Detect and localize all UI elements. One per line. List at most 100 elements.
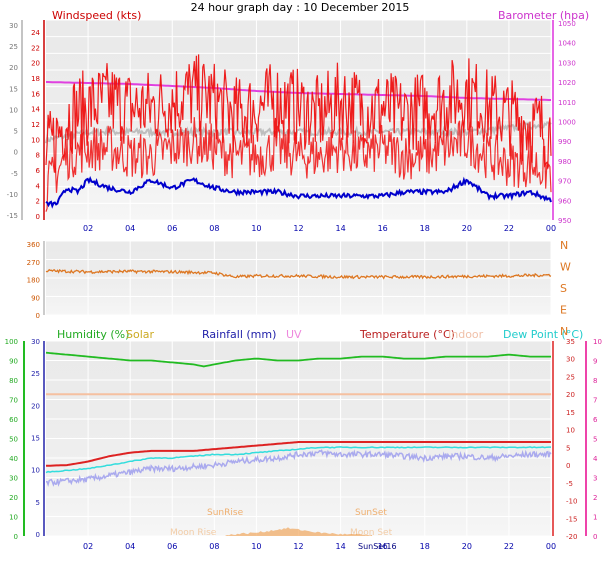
temp-tick-label: 15 [566,409,575,417]
baro-tick-label: 1010 [558,99,576,107]
compass-label: N [560,325,568,338]
temp-tick-label: 25 [566,373,575,381]
wind-inner-tick-label: 20 [31,60,40,68]
wind-inner-tick-label: 14 [31,106,40,114]
wind-inner-tick-label: 18 [31,75,40,83]
wind-x-tick-label: 16 [378,224,388,233]
rain-tick-label: 15 [31,435,40,443]
humidity-tick-label: 0 [14,533,18,541]
sunset-annotation: SunSet [355,508,387,518]
rain-tick-label: 5 [36,499,40,507]
temp-x-tick-label: 10 [251,542,261,551]
direction-ticks: 360 270 180 90 0 [27,241,40,320]
humidity-tick-label: 20 [9,494,18,502]
baro-ticks: 1050 1040 1030 1020 1010 1000 990 980 970 960 950 [558,20,576,225]
temp-tick-label: 5 [566,444,570,452]
temp-ticks: 35 30 25 20 15 10 5 0 -5 -10 -15 -20 [566,338,577,541]
page-title: 24 hour graph day : 10 December 2015 [191,1,410,14]
baro-tick-label: 1030 [558,59,576,67]
temp-tick-label: 35 [566,338,575,346]
sunset-16-annotation: SunSet16 [358,542,397,551]
temp-tick-label: 0 [566,462,570,470]
uv-tick-label: 4 [593,455,598,463]
temp-x-tick-label: 02 [83,542,93,551]
temp-x-tick-label: 20 [462,542,472,551]
series-direction [45,268,552,280]
rain-tick-label: 0 [36,531,40,539]
wind-x-tick-label: 10 [251,224,261,233]
direction-tick-label: 90 [31,294,40,302]
direction-series [45,268,552,280]
direction-tick-label: 270 [27,259,40,267]
wind-inner-tick-label: 24 [31,29,40,37]
wind-x-tick-label: 08 [209,224,219,233]
series-grey_line [45,121,552,144]
baro-tick-label: 1040 [558,40,576,48]
temp-series [45,351,552,536]
wind-inner-tick-label: 16 [31,90,40,98]
series-temperature [45,441,551,467]
temp-x-ticks: 02 04 06 08 10 12 14 16 18 20 22 00 [83,542,556,551]
temp-tick-label: -10 [566,498,577,506]
direction-tick-label: 360 [27,241,40,249]
compass-label: E [560,304,567,317]
humidity-tick-label: 70 [9,397,18,405]
wind-x-tick-label: 00 [546,224,556,233]
uv-tick-label: 3 [593,475,597,483]
wind-outer-tick-label: 15 [9,85,18,93]
uv-tick-label: 9 [593,358,597,366]
series-average [45,117,552,212]
humidity-tick-label: 100 [5,338,18,346]
compass-label: S [560,282,567,295]
wind-x-tick-label: 20 [462,224,472,233]
baro-tick-label: 950 [558,217,571,225]
temp-tick-label: 20 [566,391,575,399]
temp-tick-label: -15 [566,515,577,523]
temp-tick-label: -5 [566,480,573,488]
uv-tick-label: 10 [593,338,602,346]
series-blue_line [45,176,552,209]
wind-outer-tick-label: 5 [14,128,18,136]
series-dewpoint [45,446,551,474]
rain-tick-label: 30 [31,338,40,346]
wind-x-tick-label: 06 [167,224,177,233]
moonset-annotation: Moon Set [350,528,393,538]
wind-x-tick-label: 02 [83,224,93,233]
moonrise-annotation: Moon Rise [170,528,217,538]
rain-ticks: 30 25 20 15 10 5 0 [31,338,40,539]
series-humidity [45,351,551,368]
temp-grid [46,340,552,537]
uv-tick-label: 8 [593,377,597,385]
wind-inner-tick-label: 6 [36,167,41,175]
humidity-tick-label: 60 [9,416,18,424]
rainfall-label: Rainfall (mm) [202,328,276,341]
temp-x-tick-label: 06 [167,542,177,551]
humidity-tick-label: 50 [9,436,18,444]
sunrise-annotation: SunRise [207,508,244,518]
humidity-label: Humidity (%) [57,328,129,341]
temp-tick-label: -20 [566,533,577,541]
temp-x-tick-label: 16 [378,542,388,551]
wind-outer-ticks: 30 25 20 15 10 5 0 -5 -10 -15 [7,22,18,220]
uv-tick-label: 0 [593,533,597,541]
uv-tick-label: 2 [593,494,597,502]
wind-outer-tick-label: 0 [14,149,18,157]
temp-x-tick-label: 12 [293,542,303,551]
baro-tick-label: 970 [558,178,571,186]
wind-x-tick-label: 14 [335,224,345,233]
humidity-tick-label: 80 [9,377,18,385]
uv-tick-label: 6 [593,416,598,424]
temp-x-tick-label: 08 [209,542,219,551]
uv-tick-label: 5 [593,436,597,444]
rain-tick-label: 10 [31,467,40,475]
temp-legend: Humidity (%) Solar Rainfall (mm) UV Temp… [57,328,583,341]
wind-x-ticks: 02 04 06 08 10 12 14 16 18 20 22 00 [83,224,556,233]
wind-outer-tick-label: 10 [9,106,18,114]
uv-label: UV [286,328,302,341]
astro-annotations: SunRise SunSet Moon Rise Moon Set SunSet… [170,508,397,551]
series-gust [45,54,552,173]
windspeed-label: Windspeed (kts) [52,9,141,22]
